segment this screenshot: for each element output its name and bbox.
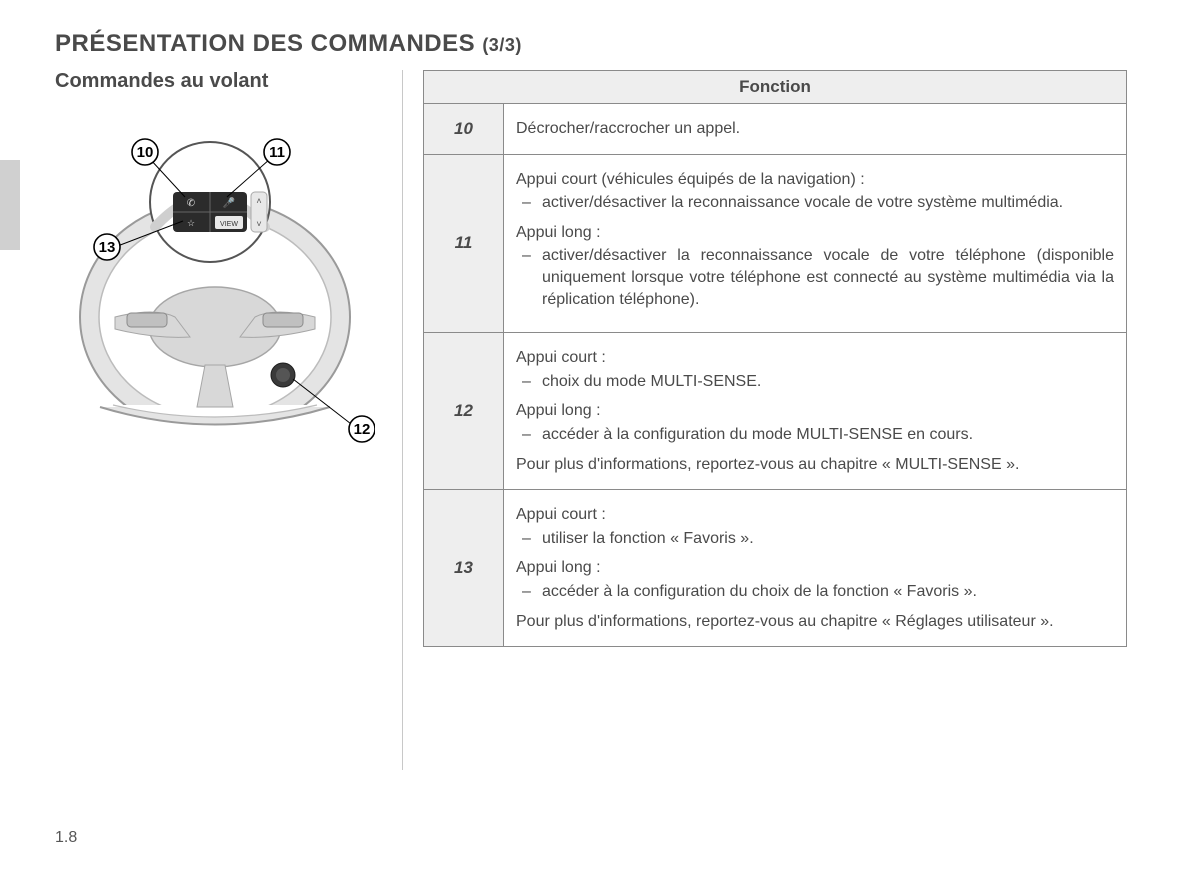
block-list: utiliser la fonction « Favoris ». <box>516 528 1114 550</box>
svg-text:VIEW: VIEW <box>220 221 238 228</box>
block-lead: Appui long : <box>516 222 1114 244</box>
block-list: activer/désactiver la reconnaissance voc… <box>516 192 1114 214</box>
row-description: Appui court (véhicules équipés de la nav… <box>504 154 1127 333</box>
list-item: activer/désactiver la reconnaissance voc… <box>516 245 1114 310</box>
table-row: 10Décrocher/raccrocher un appel. <box>424 104 1127 155</box>
list-item: accéder à la configuration du mode MULTI… <box>516 424 1114 446</box>
block-lead: Appui court (véhicules équipés de la nav… <box>516 169 1114 191</box>
list-item: choix du mode MULTI-SENSE. <box>516 371 1114 393</box>
block-lead: Appui court : <box>516 347 1114 369</box>
block-lead: Appui long : <box>516 557 1114 579</box>
steering-wheel-figure: ✆ 🎤 ☆ VIEW ˄ ˅ <box>55 107 375 447</box>
svg-text:✆: ✆ <box>187 198 195 209</box>
manual-page: PRÉSENTATION DES COMMANDES (3/3) Command… <box>0 0 1182 875</box>
list-item: utiliser la fonction « Favoris ». <box>516 528 1114 550</box>
block-list: activer/désactiver la reconnaissance voc… <box>516 245 1114 310</box>
right-column: Fonction 10Décrocher/raccrocher un appel… <box>409 70 1127 770</box>
table-row: 11 Appui court (véhicules équipés de la n… <box>424 154 1127 333</box>
row-description: Appui court :utiliser la fonction « Favo… <box>504 490 1127 647</box>
table-header-row: Fonction <box>424 71 1127 104</box>
callout-12: 12 <box>354 421 371 438</box>
row-number: 10 <box>424 104 504 155</box>
row-number: 12 <box>424 333 504 490</box>
table-row: 13Appui court :utiliser la fonction « Fa… <box>424 490 1127 647</box>
column-divider <box>395 70 409 770</box>
table-header: Fonction <box>424 71 1127 104</box>
callout-13: 13 <box>99 239 116 256</box>
svg-text:˅: ˅ <box>256 219 261 229</box>
list-item: accéder à la configuration du choix de l… <box>516 581 1114 603</box>
block-list: accéder à la configuration du mode MULTI… <box>516 424 1114 446</box>
list-item: activer/désactiver la reconnaissance voc… <box>516 192 1114 214</box>
section-side-tab <box>0 160 20 250</box>
steering-wheel-svg: ✆ 🎤 ☆ VIEW ˄ ˅ <box>55 107 375 447</box>
callout-11: 11 <box>269 144 285 161</box>
block-list: accéder à la configuration du choix de l… <box>516 581 1114 603</box>
row-number: 11 <box>424 154 504 333</box>
table-row: 12Appui court :choix du mode MULTI-SENSE… <box>424 333 1127 490</box>
svg-text:˄: ˄ <box>256 196 261 206</box>
row-footer-note: Pour plus d'informations, reportez-vous … <box>516 611 1114 633</box>
subtitle: Commandes au volant <box>55 70 395 93</box>
title-main: PRÉSENTATION DES COMMANDES <box>55 30 475 57</box>
svg-text:☆: ☆ <box>187 218 195 228</box>
row-description: Appui court :choix du mode MULTI-SENSE. A… <box>504 333 1127 490</box>
callout-10: 10 <box>137 144 154 161</box>
block-lead: Appui court : <box>516 504 1114 526</box>
content-columns: Commandes au volant <box>55 70 1127 770</box>
row-number: 13 <box>424 490 504 647</box>
page-number: 1.8 <box>55 829 77 847</box>
page-title: PRÉSENTATION DES COMMANDES (3/3) <box>55 30 1127 58</box>
svg-text:🎤: 🎤 <box>223 196 236 209</box>
functions-table: Fonction 10Décrocher/raccrocher un appel… <box>423 70 1127 647</box>
row-description: Décrocher/raccrocher un appel. <box>504 104 1127 155</box>
table-body: 10Décrocher/raccrocher un appel.11Appui … <box>424 104 1127 647</box>
block-lead: Appui long : <box>516 400 1114 422</box>
left-column: Commandes au volant <box>55 70 395 770</box>
block-list: choix du mode MULTI-SENSE. <box>516 371 1114 393</box>
row-footer-note: Pour plus d'informations, reportez-vous … <box>516 454 1114 476</box>
title-suffix: (3/3) <box>482 35 522 55</box>
